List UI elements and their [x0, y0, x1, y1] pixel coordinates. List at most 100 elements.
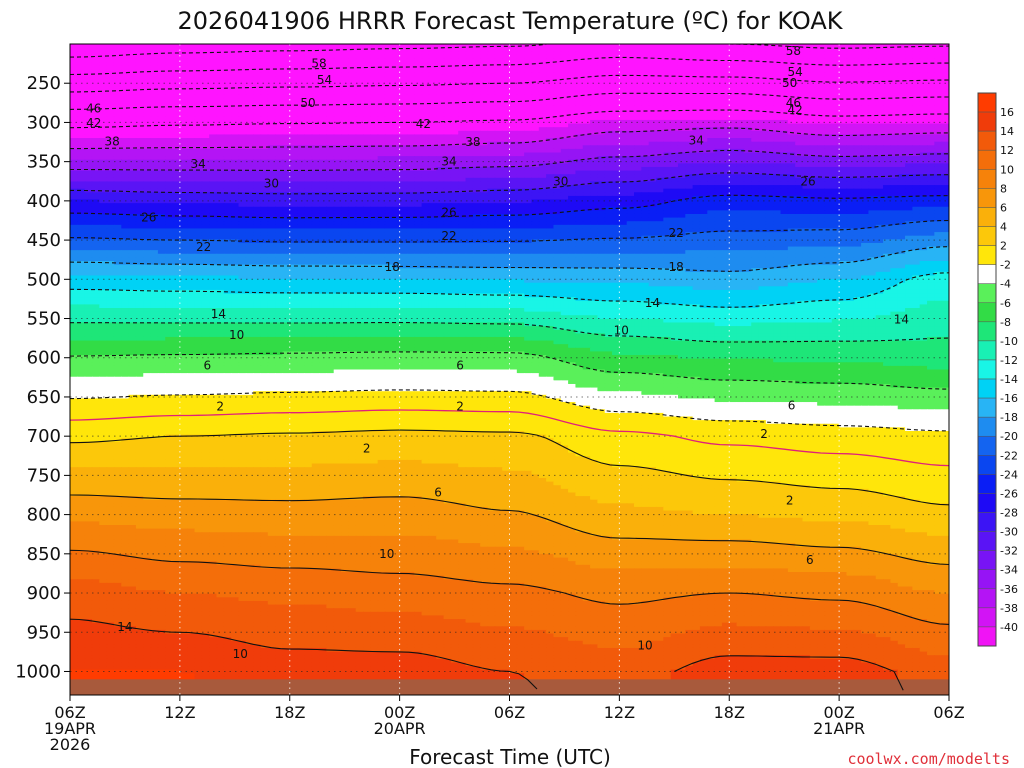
- temperature-cell: [692, 185, 701, 190]
- temperature-cell: [685, 101, 694, 107]
- temperature-cell: [546, 83, 555, 88]
- temperature-cell: [436, 83, 445, 88]
- temperature-cell: [341, 51, 349, 56]
- temperature-cell: [421, 47, 430, 52]
- temperature-cell: [187, 148, 196, 154]
- temperature-cell: [216, 138, 225, 143]
- temperature-cell: [927, 188, 935, 193]
- temperature-cell: [406, 51, 415, 56]
- temperature-cell: [267, 91, 276, 96]
- temperature-cell: [194, 54, 203, 60]
- temperature-cell: [77, 134, 86, 139]
- temperature-cell: [509, 130, 518, 136]
- temperature-cell: [795, 123, 804, 128]
- temperature-cell: [311, 138, 320, 143]
- temperature-cell: [846, 123, 855, 128]
- temperature-cell: [194, 62, 203, 67]
- temperature-cell: [831, 170, 840, 175]
- temperature-cell: [597, 58, 606, 63]
- temperature-cell: [875, 91, 884, 96]
- temperature-cell: [721, 141, 730, 146]
- temperature-cell: [634, 148, 642, 154]
- temperature-cell: [370, 188, 379, 193]
- temperature-cell: [524, 177, 533, 183]
- temperature-cell: [187, 185, 196, 190]
- temperature-cell: [106, 112, 115, 117]
- temperature-cell: [84, 170, 93, 175]
- temperature-cell: [612, 112, 620, 117]
- temperature-cell: [333, 185, 342, 190]
- temperature-cell: [699, 134, 708, 139]
- temperature-cell: [99, 174, 108, 179]
- temperature-cell: [341, 44, 349, 49]
- temperature-cell: [634, 163, 642, 168]
- temperature-cell: [165, 80, 174, 85]
- temperature-cell: [802, 69, 811, 74]
- temperature-cell: [480, 101, 489, 107]
- temperature-cell: [802, 159, 811, 164]
- temperature-cell: [363, 181, 371, 186]
- temperature-cell: [319, 130, 327, 136]
- temperature-cell: [341, 76, 349, 81]
- temperature-cell: [384, 58, 393, 63]
- temperature-cell: [355, 54, 364, 60]
- temperature-cell: [238, 148, 247, 154]
- temperature-cell: [597, 134, 606, 139]
- temperature-cell: [612, 47, 620, 52]
- temperature-cell: [172, 130, 181, 136]
- temperature-cell: [546, 123, 555, 128]
- temperature-cell: [795, 54, 804, 60]
- temperature-cell: [245, 163, 254, 168]
- temperature-cell: [282, 94, 291, 99]
- temperature-cell: [282, 112, 291, 117]
- temperature-cell: [758, 112, 767, 117]
- temperature-cell: [546, 62, 555, 67]
- temperature-cell: [480, 62, 489, 67]
- temperature-cell: [289, 62, 298, 67]
- temperature-cell: [641, 62, 650, 67]
- temperature-cell: [428, 65, 437, 70]
- temperature-cell: [135, 170, 144, 175]
- temperature-cell: [890, 134, 899, 139]
- temperature-cell: [502, 159, 511, 164]
- temperature-cell: [575, 91, 584, 96]
- temperature-cell: [289, 181, 298, 186]
- temperature-cell: [179, 94, 188, 99]
- temperature-cell: [524, 185, 533, 190]
- temperature-cell: [253, 69, 262, 74]
- temperature-cell: [729, 123, 738, 128]
- temperature-cell: [663, 69, 672, 74]
- temperature-cell: [890, 62, 899, 67]
- temperature-cell: [721, 134, 730, 139]
- temperature-cell: [509, 181, 518, 186]
- temperature-cell: [121, 105, 130, 110]
- temperature-cell: [721, 185, 730, 190]
- temperature-cell: [150, 65, 159, 70]
- temperature-cell: [187, 44, 196, 49]
- temperature-cell: [575, 87, 584, 92]
- temperature-cell: [311, 80, 320, 85]
- temperature-cell: [223, 138, 232, 143]
- temperature-cell: [428, 134, 437, 139]
- temperature-cell: [721, 72, 730, 78]
- temperature-cell: [604, 177, 613, 183]
- temperature-cell: [604, 152, 613, 157]
- temperature-cell: [677, 112, 686, 117]
- temperature-cell: [377, 141, 386, 146]
- temperature-cell: [861, 80, 870, 85]
- temperature-cell: [172, 58, 181, 63]
- temperature-cell: [480, 47, 489, 52]
- temperature-cell: [99, 112, 108, 117]
- temperature-cell: [436, 54, 445, 60]
- temperature-cell: [582, 87, 591, 92]
- temperature-cell: [868, 156, 877, 161]
- temperature-cell: [758, 145, 767, 150]
- temperature-cell: [941, 141, 949, 146]
- temperature-cell: [70, 44, 78, 49]
- temperature-cell: [157, 127, 166, 132]
- temperature-cell: [927, 58, 935, 63]
- temperature-cell: [699, 80, 708, 85]
- temperature-cell: [795, 58, 804, 63]
- temperature-cell: [70, 51, 78, 56]
- temperature-cell: [245, 72, 254, 78]
